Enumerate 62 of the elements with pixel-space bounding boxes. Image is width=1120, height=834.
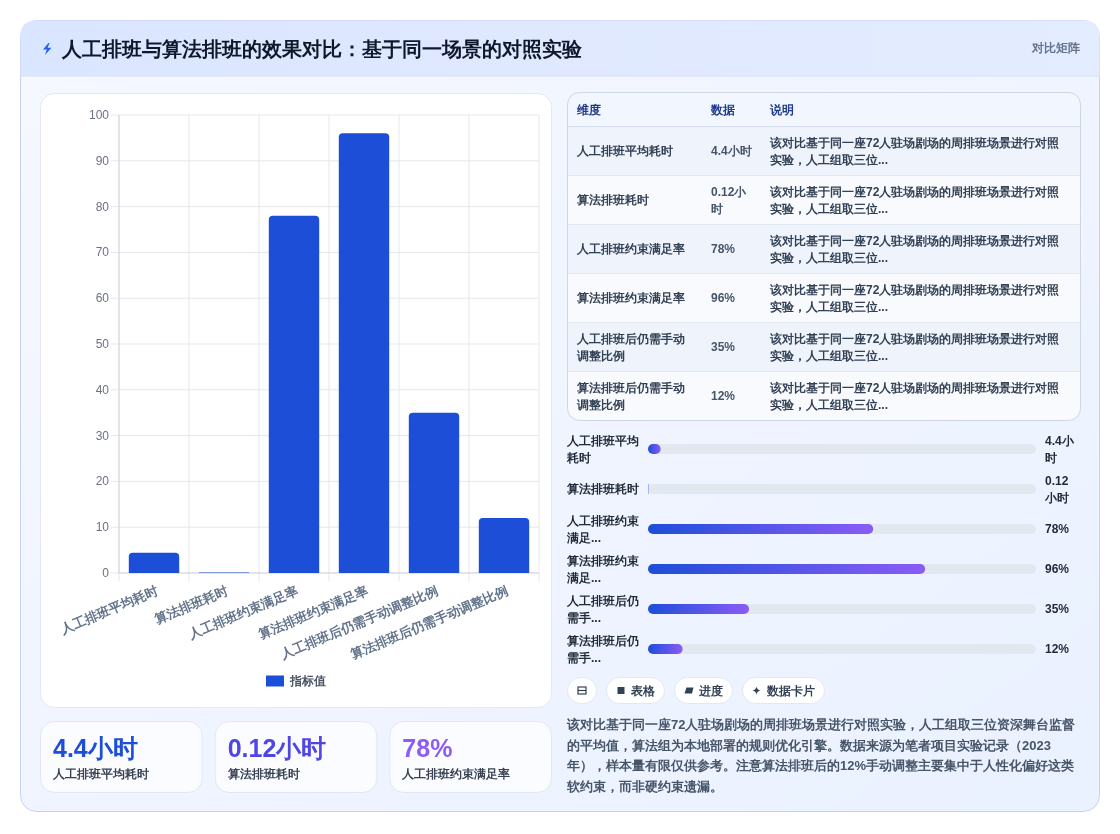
y-tick-label: 30 [95, 428, 110, 443]
text: 数据 [710, 102, 735, 117]
text: 4.4小时 [53, 734, 138, 762]
category-label: 人工排班平均耗时 [576, 144, 673, 158]
y-tick-label: 10 [95, 520, 110, 535]
y-tick-label: 20 [95, 474, 110, 489]
text: 人工排班与算法排班的效果对比：基于同一场景的对照实验 [61, 38, 583, 60]
text: 该对比基于同一座72人驻场剧场的周排班场景进行对照实验，人工组取三位... [769, 135, 1060, 167]
y-tick-label: 人工排班后仍需手... [566, 593, 639, 625]
category-label: 算法排班后仍需手动调整比例 [576, 380, 685, 412]
text: 对比矩阵 [1031, 41, 1080, 55]
y-tick-label: 算法排班后仍需手... [566, 633, 639, 665]
category-label: 进度 [697, 683, 723, 697]
category-label: 算法排班耗时 [226, 767, 300, 780]
category-label: 人工排班后仍需手动调整比例 [576, 331, 685, 363]
bar [338, 133, 390, 573]
category-label: 人工排班约束满足率 [401, 767, 511, 781]
category-label: 算法排班耗时 [576, 193, 649, 207]
category-label: 表格 [629, 683, 656, 697]
y-tick-label: 人工排班约束满足... [566, 513, 639, 545]
text: 该对比基于同一座72人驻场剧场的周排班场景进行对照实验，人工组取三位... [769, 184, 1060, 216]
text: 96% [711, 291, 736, 305]
text: 说明 [769, 102, 794, 117]
y-tick-label: 60 [95, 291, 110, 306]
category-label: 算法排班约束满足率 [576, 291, 685, 305]
text: 0.12小时 [227, 734, 327, 762]
text: 该对比基于同一座72人驻场剧场的周排班场景进行对照实验，人工组取三位... [769, 233, 1060, 265]
y-tick-label: 80 [95, 199, 110, 214]
y-tick-label: 人工排班平均耗时 [566, 433, 639, 465]
y-tick-label: 90 [95, 153, 110, 168]
data-label: 0.12小时 [1044, 473, 1069, 505]
text: 该对比基于同一座72人驻场剧场的周排班场景进行对照实验，人工组取三位... [769, 380, 1060, 412]
data-label: 4.4小时 [1045, 433, 1075, 465]
text: 4.4小时 [711, 144, 752, 158]
bar [408, 412, 460, 573]
text: 该对比基于同一座72人驻场剧场的周排班场景进行对照实验，人工组取三位... [769, 331, 1060, 363]
text: 0.12小时 [711, 184, 747, 216]
y-tick-label: 40 [95, 382, 110, 397]
data-label: 12% [1045, 642, 1070, 656]
y-tick-label: 算法排班耗时 [566, 482, 639, 496]
text: 78% [402, 734, 453, 762]
data-label: 35% [1045, 602, 1070, 616]
bar [648, 644, 683, 654]
data-label: 78% [1045, 522, 1070, 536]
text: 维度 [576, 102, 601, 117]
y-tick-label: 0 [102, 566, 110, 580]
y-tick-label: 算法排班约束满足... [566, 553, 639, 585]
category-label: 人工排班约束满足率 [576, 242, 685, 256]
text: 该对比基于同一座72人驻场剧场的周排班场景进行对照实验，人工组取三位资深舞台监督的平均值，算法组为本地部署的规则优化引擎。数据来源为笔者项目实验记录（2023年），样本量有限仅供参考。注意算法排班后的12%手动调整主要集中于人性化偏好这类软约束，而非硬约束遗漏。 [566, 717, 1077, 794]
text: 该对比基于同一座72人驻场剧场的周排班场景进行对照实验，人工组取三位... [769, 282, 1060, 314]
category-label: 数据卡片 [765, 683, 815, 698]
bar [478, 518, 530, 573]
y-tick-label: 100 [88, 108, 110, 122]
text: 12% [711, 389, 736, 403]
text: 35% [711, 340, 736, 354]
text: 78% [711, 242, 736, 256]
y-tick-label: 70 [95, 245, 110, 260]
bar [268, 215, 320, 573]
data-label: 96% [1045, 562, 1070, 576]
legend-label: 指标值 [289, 674, 326, 688]
y-tick-label: 50 [95, 337, 110, 351]
bar [128, 552, 180, 573]
